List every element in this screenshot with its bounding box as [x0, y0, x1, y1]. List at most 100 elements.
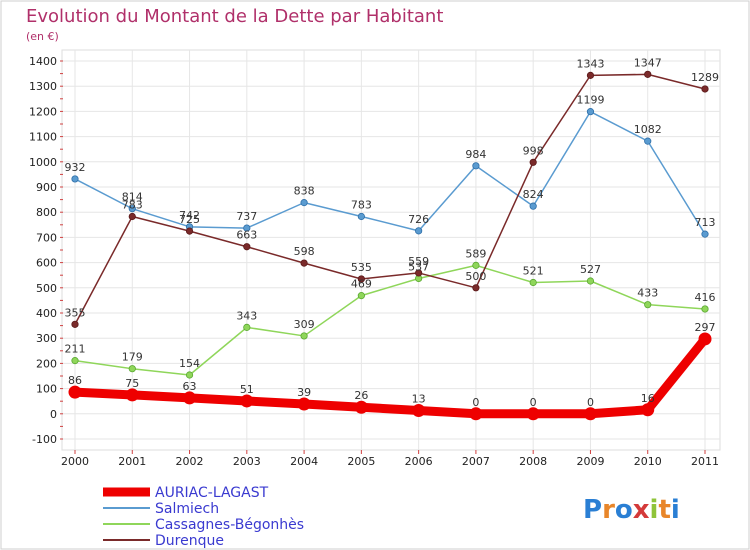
data-label: 75: [125, 377, 139, 390]
data-label: 0: [530, 396, 537, 409]
data-point: [357, 275, 365, 283]
data-label: 309: [294, 318, 315, 331]
data-label: 297: [695, 321, 716, 334]
data-point: [297, 397, 311, 411]
data-point: [243, 224, 251, 232]
data-point: [243, 323, 251, 331]
data-label: 355: [65, 306, 86, 319]
y-tick-label: -100: [32, 433, 57, 446]
y-axis: -100 0 100 200 300 400 500 600 700 800 900 1000 1100…: [29, 55, 63, 446]
x-tick-label: 2003: [233, 455, 261, 468]
data-point: [644, 301, 652, 309]
data-label: 537: [408, 260, 429, 273]
data-labels: 932 814 742 737 838 783 726 984 824 1199 1082 713 21…: [65, 56, 720, 408]
data-label: 500: [465, 270, 486, 283]
series-line: [74, 110, 706, 235]
data-label: 343: [236, 309, 257, 322]
data-label: 984: [465, 148, 486, 161]
data-label: 16: [641, 392, 655, 405]
brand-letter: i: [650, 495, 659, 525]
data-point: [644, 70, 652, 78]
data-point: [185, 371, 194, 379]
y-tick-label: 0: [50, 408, 57, 421]
y-tick-label: 1400: [29, 55, 57, 68]
y-tick-label: 1200: [29, 105, 57, 118]
x-axis: 2000 2001 2002 2003 2004 2005 2006 2007 2008 2009…: [61, 450, 719, 468]
series-line: [74, 73, 706, 326]
data-label: 179: [122, 351, 143, 364]
data-label: 63: [183, 380, 197, 393]
x-tick-label: 2004: [290, 455, 318, 468]
data-label: 726: [408, 213, 429, 226]
y-tick-label: 800: [36, 206, 57, 219]
y-tick-label: 700: [36, 231, 57, 244]
data-point: [71, 320, 79, 328]
y-tick-label: 1000: [29, 156, 57, 169]
data-point: [529, 278, 537, 287]
data-point: [183, 391, 197, 405]
y-tick-label: 900: [36, 181, 57, 194]
data-point: [415, 227, 423, 235]
data-point: [586, 108, 595, 116]
x-tick-label: 2009: [576, 455, 604, 468]
grid: [62, 50, 720, 450]
y-tick-label: 200: [36, 357, 57, 370]
chart-subtitle: (en €): [26, 30, 59, 43]
brand-letter: x: [633, 495, 650, 525]
data-point: [529, 202, 537, 210]
x-tick-label: 2006: [405, 455, 433, 468]
data-label: 742: [179, 209, 200, 222]
data-point: [300, 199, 308, 207]
data-point: [300, 259, 308, 267]
data-label: 211: [65, 343, 86, 356]
data-label: 559: [408, 255, 429, 268]
data-point: [586, 277, 595, 285]
data-point: [125, 388, 139, 402]
data-label: 86: [68, 374, 82, 387]
data-label: 527: [580, 263, 601, 276]
data-label: 39: [297, 386, 311, 399]
data-label: 0: [587, 396, 594, 409]
brand-letter: t: [658, 495, 670, 525]
data-label: 51: [240, 383, 254, 396]
legend-label: AURIAC-LAGAST: [155, 485, 269, 501]
data-point: [71, 175, 79, 183]
data-point: [701, 230, 709, 238]
data-point: [68, 385, 82, 399]
data-label: 1343: [576, 57, 604, 70]
brand-letter: P: [583, 495, 602, 525]
data-label: 1082: [634, 123, 662, 136]
data-point: [583, 407, 597, 421]
data-point: [472, 284, 480, 292]
data-point: [357, 212, 365, 221]
data-point: [526, 407, 540, 421]
series-line: [70, 334, 710, 419]
data-point: [185, 227, 194, 235]
y-tick-label: 100: [36, 383, 57, 396]
data-label: 783: [122, 198, 143, 211]
data-label: 713: [695, 216, 716, 229]
data-point: [698, 332, 712, 346]
data-point: [529, 158, 537, 166]
brand-text: Proxiti: [583, 495, 680, 525]
data-point: [128, 205, 136, 213]
data-point: [300, 332, 308, 340]
data-point: [641, 403, 655, 417]
brand-letter: r: [602, 495, 615, 525]
data-label: 589: [465, 247, 486, 260]
data-point: [240, 394, 254, 408]
x-tick-label: 2000: [61, 455, 89, 468]
x-tick-label: 2010: [634, 455, 662, 468]
data-label: 521: [523, 265, 544, 278]
chart-title: Evolution du Montant de la Dette par Hab…: [26, 6, 443, 27]
legend: AURIAC-LAGASTSalmiechCassagnes-BégonhèsD…: [103, 485, 304, 549]
data-point: [71, 357, 79, 365]
brand-letter: i: [671, 495, 680, 525]
data-point: [701, 305, 709, 313]
data-point: [586, 71, 595, 79]
y-tick-label: 400: [36, 307, 57, 320]
y-tick-label: 1300: [29, 80, 57, 93]
